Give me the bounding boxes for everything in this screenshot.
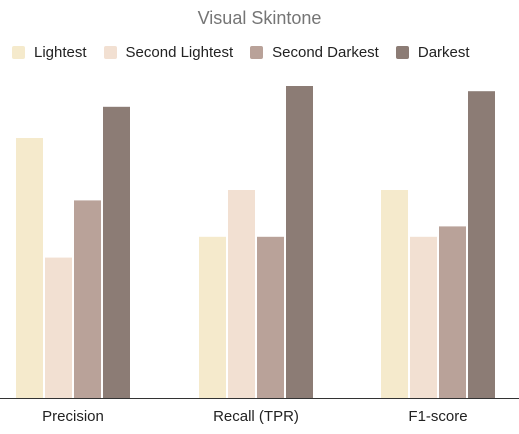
legend-item-lightest[interactable]: Lightest xyxy=(12,44,87,61)
bar-f1-score-lightest[interactable] xyxy=(381,190,408,398)
legend-swatch-lightest xyxy=(12,46,25,59)
legend-label-second-lightest: Second Lightest xyxy=(125,44,234,61)
legend-item-darkest[interactable]: Darkest xyxy=(395,44,470,61)
legend-item-second-darkest[interactable]: Second Darkest xyxy=(250,44,379,61)
bar-recall-tpr-second-darkest[interactable] xyxy=(257,236,284,398)
legend-item-second-lightest[interactable]: Second Lightest xyxy=(103,44,234,61)
chart-legend: Lightest Second Lightest Second Darkest … xyxy=(12,44,487,61)
bar-precision-second-lightest[interactable] xyxy=(45,257,72,398)
legend-label-second-darkest: Second Darkest xyxy=(272,44,379,61)
bar-recall-tpr-second-lightest[interactable] xyxy=(228,190,255,398)
bars-group xyxy=(16,86,495,399)
bar-f1-score-second-darkest[interactable] xyxy=(439,226,466,398)
bar-precision-lightest[interactable] xyxy=(16,138,43,398)
bar-recall-tpr-lightest[interactable] xyxy=(199,236,226,398)
bar-precision-darkest[interactable] xyxy=(103,106,130,399)
x-tick-label: Recall (TPR) xyxy=(213,408,299,425)
legend-swatch-darkest xyxy=(395,46,409,59)
chart-title: Visual Skintone xyxy=(197,8,322,28)
x-tick-label: F1-score xyxy=(408,408,467,425)
bar-recall-tpr-darkest[interactable] xyxy=(286,86,313,398)
legend-label-darkest: Darkest xyxy=(417,44,470,61)
legend-swatch-second-darkest xyxy=(250,46,264,59)
legend-swatch-second-lightest xyxy=(103,46,117,59)
tick-labels-group: Precision Recall (TPR) F1-score xyxy=(42,408,467,425)
bar-precision-second-darkest[interactable] xyxy=(74,200,101,398)
legend-label-lightest: Lightest xyxy=(34,44,87,61)
bar-f1-score-darkest[interactable] xyxy=(468,91,495,398)
x-tick-label: Precision xyxy=(42,408,104,425)
bar-f1-score-second-lightest[interactable] xyxy=(410,236,437,398)
